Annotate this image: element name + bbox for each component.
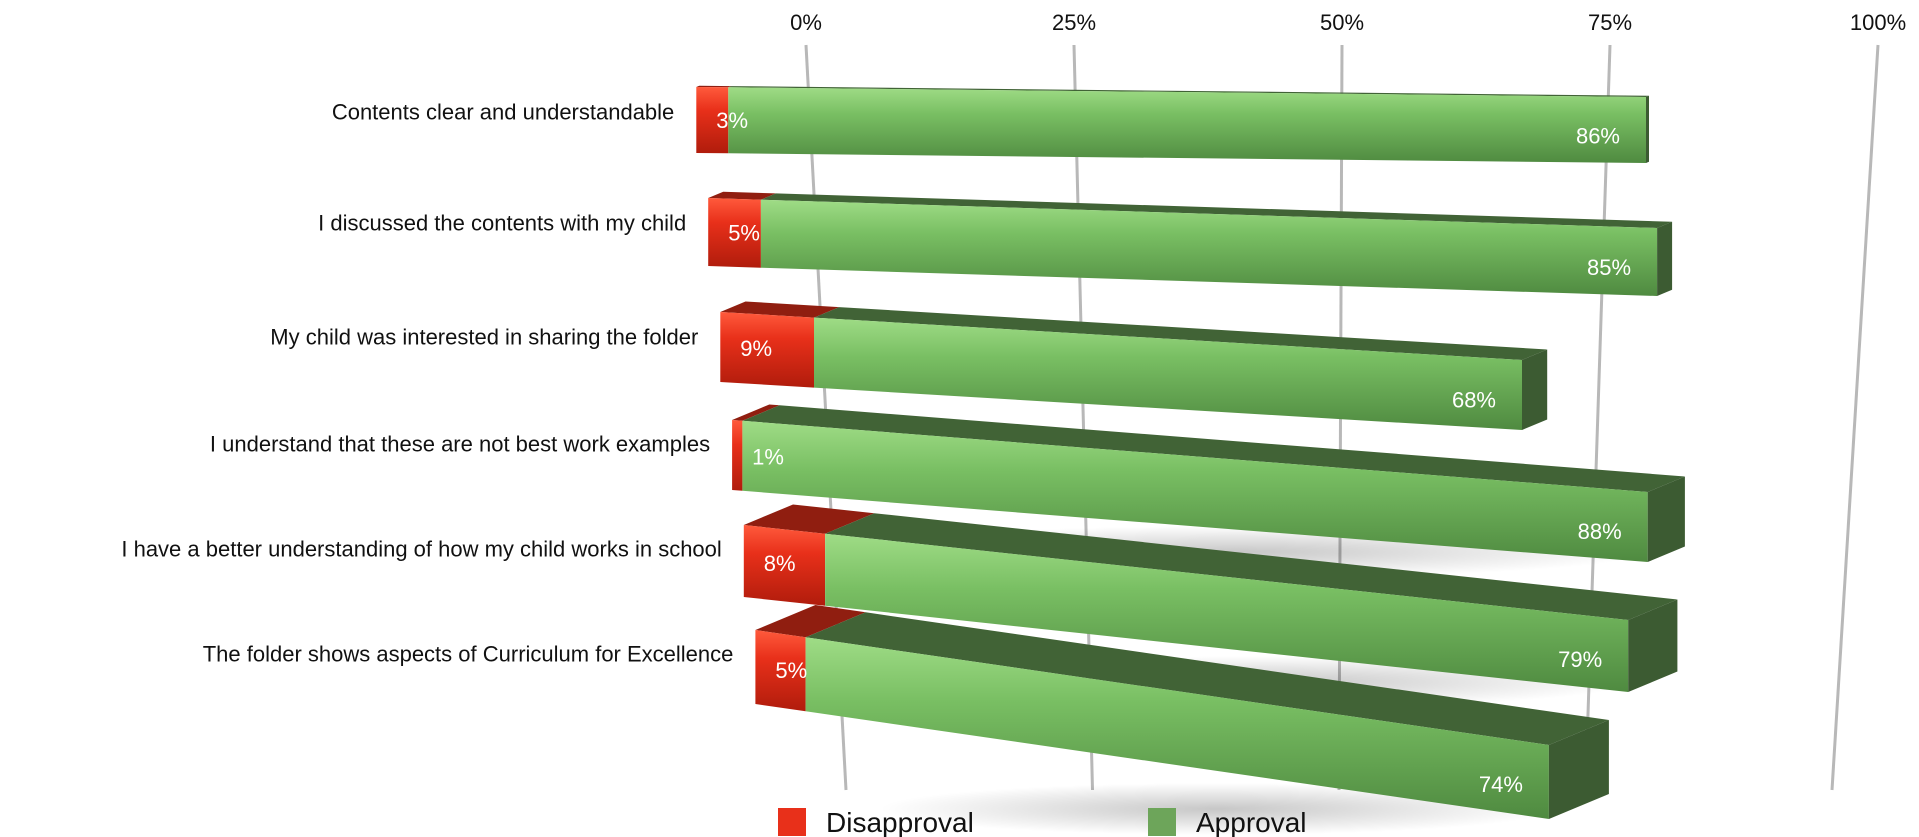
bar-disapproval-top: [732, 404, 780, 421]
category-label: I understand that these are not best wor…: [210, 431, 710, 456]
data-label-approval: 79%: [1558, 647, 1602, 672]
x-tick-label: 75%: [1588, 10, 1632, 35]
bar-approval: [805, 637, 1549, 819]
data-label-approval: 86%: [1576, 124, 1620, 149]
x-axis-tick-labels: 0% 25% 50% 75% 100%: [790, 10, 1906, 35]
bar-disapproval-top: [708, 191, 776, 200]
bar-disapproval-top: [720, 301, 840, 318]
category-label: I discussed the contents with my child: [318, 211, 686, 236]
bar-approval: [742, 420, 1648, 562]
bar-approval-top: [728, 86, 1649, 97]
bar-approval-top: [825, 513, 1678, 620]
category-label: My child was interested in sharing the f…: [270, 325, 698, 350]
category-labels: Contents clear and understandable I discu…: [121, 100, 733, 667]
data-label-approval: 85%: [1587, 255, 1631, 280]
bar-approval-end: [1548, 720, 1609, 819]
bar-approval-end: [1628, 599, 1678, 692]
bar-approval-end: [1647, 476, 1685, 562]
bar-approval: [760, 199, 1658, 296]
data-label-disapproval: 3%: [716, 108, 748, 133]
data-label-disapproval: 9%: [740, 336, 772, 361]
bar-approval-end: [1657, 221, 1673, 296]
bar-approval: [814, 317, 1522, 430]
data-label-disapproval: 1%: [752, 445, 784, 470]
bar-approval-top: [805, 612, 1609, 745]
data-label-approval: 88%: [1578, 519, 1622, 544]
data-label-disapproval: 5%: [775, 658, 807, 683]
bar-disapproval-top: [696, 85, 732, 88]
x-tick-label: 100%: [1850, 10, 1906, 35]
bar-disapproval-top: [755, 605, 866, 638]
bar-disapproval: [720, 312, 814, 388]
category-label: Contents clear and understandable: [332, 100, 674, 125]
x-tick-label: 0%: [790, 10, 822, 35]
data-label-approval: 68%: [1452, 387, 1496, 412]
legend-disapproval-swatch: [778, 808, 806, 836]
bar-disapproval-top: [743, 504, 875, 534]
category-label: The folder shows aspects of Curriculum f…: [203, 641, 734, 666]
gridline-100: [1830, 44, 1880, 791]
bar-approval-top: [814, 307, 1548, 360]
data-label-disapproval: 8%: [764, 551, 796, 576]
bar-disapproval: [696, 87, 729, 154]
legend: Disapproval Approval: [778, 807, 1307, 837]
bar-disapproval: [708, 198, 761, 268]
bar-approval-top: [742, 405, 1685, 492]
bar-approval: [728, 87, 1646, 163]
bar-disapproval: [755, 630, 806, 712]
bar-approval-end: [1646, 95, 1649, 163]
bar-approval-end: [1522, 349, 1548, 430]
x-tick-label: 25%: [1052, 10, 1096, 35]
x-tick-label: 50%: [1320, 10, 1364, 35]
data-label-approval: 74%: [1479, 772, 1523, 797]
legend-approval-swatch: [1148, 808, 1176, 836]
bar-approval-top: [760, 193, 1673, 228]
bar-disapproval: [743, 525, 826, 606]
bar-shadow: [879, 783, 1556, 835]
category-label: I have a better understanding of how my …: [121, 536, 721, 561]
bars: 3% 86% 5% 85% 9% 68% 1% 88% 8% 79% 5% 74%: [696, 85, 1685, 819]
legend-approval-label: Approval: [1196, 807, 1307, 837]
legend-disapproval-label: Disapproval: [826, 807, 974, 837]
bar-disapproval: [732, 420, 743, 491]
bar-approval: [825, 533, 1629, 692]
data-label-disapproval: 5%: [728, 221, 760, 246]
